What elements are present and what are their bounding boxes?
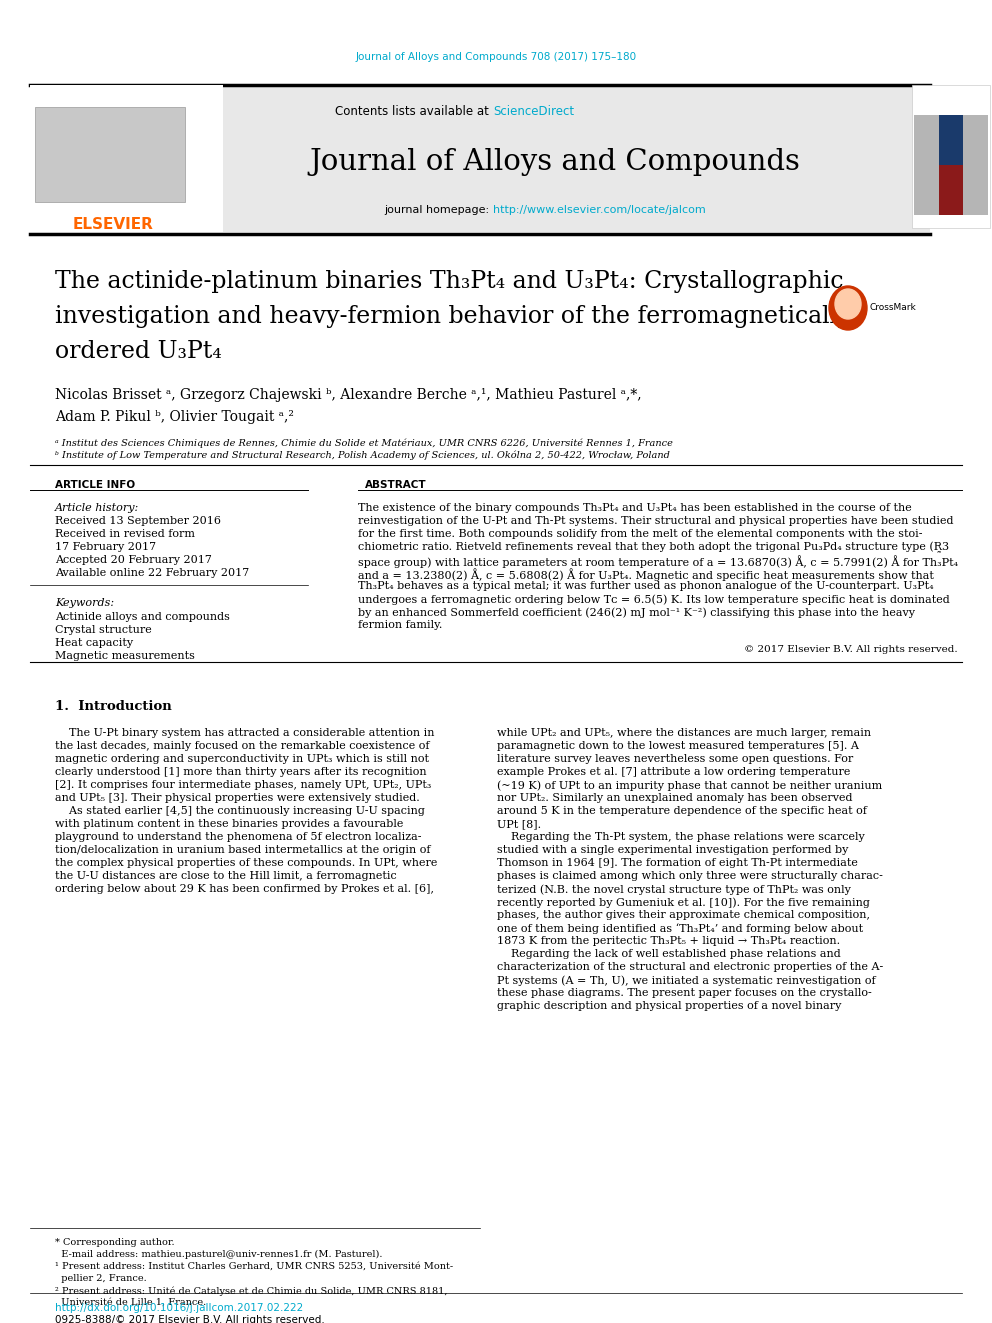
Text: Accepted 20 February 2017: Accepted 20 February 2017 [55,556,212,565]
Text: ᵃ Institut des Sciences Chimiques de Rennes, Chimie du Solide et Matériaux, UMR : ᵃ Institut des Sciences Chimiques de Ren… [55,438,673,447]
Text: Adam P. Pikul ᵇ, Olivier Tougait ᵃ,²: Adam P. Pikul ᵇ, Olivier Tougait ᵃ,² [55,410,294,423]
Text: journal homepage:: journal homepage: [384,205,493,216]
Text: tion/delocalization in uranium based intermetallics at the origin of: tion/delocalization in uranium based int… [55,845,431,855]
Text: ScienceDirect: ScienceDirect [493,105,574,118]
Text: The existence of the binary compounds Th₃Pt₄ and U₃Pt₄ has been established in t: The existence of the binary compounds Th… [358,503,912,513]
Text: phases, the author gives their approximate chemical composition,: phases, the author gives their approxima… [497,910,870,919]
Text: pellier 2, France.: pellier 2, France. [55,1274,147,1283]
Text: magnetic ordering and superconductivity in UPt₃ which is still not: magnetic ordering and superconductivity … [55,754,429,763]
Text: nor UPt₂. Similarly an unexplained anomaly has been observed: nor UPt₂. Similarly an unexplained anoma… [497,792,852,803]
FancyBboxPatch shape [939,165,963,216]
Text: Crystal structure: Crystal structure [55,624,152,635]
Text: and UPt₅ [3]. Their physical properties were extensively studied.: and UPt₅ [3]. Their physical properties … [55,792,420,803]
Text: literature survey leaves nevertheless some open questions. For: literature survey leaves nevertheless so… [497,754,853,763]
Text: graphic description and physical properties of a novel binary: graphic description and physical propert… [497,1002,841,1011]
Text: UPt [8].: UPt [8]. [497,819,541,830]
Text: Actinide alloys and compounds: Actinide alloys and compounds [55,613,230,622]
Text: E-mail address: mathieu.pasturel@univ-rennes1.fr (M. Pasturel).: E-mail address: mathieu.pasturel@univ-re… [55,1250,383,1259]
Text: recently reported by Gumeniuk et al. [10]). For the five remaining: recently reported by Gumeniuk et al. [10… [497,897,870,908]
Text: ABSTRACT: ABSTRACT [365,480,427,490]
FancyBboxPatch shape [30,85,223,232]
Text: reinvestigation of the U-Pt and Th-Pt systems. Their structural and physical pro: reinvestigation of the U-Pt and Th-Pt sy… [358,516,953,527]
Text: one of them being identified as ‘Th₃Pt₄’ and forming below about: one of them being identified as ‘Th₃Pt₄’… [497,923,863,934]
Text: Thomson in 1964 [9]. The formation of eight Th-Pt intermediate: Thomson in 1964 [9]. The formation of ei… [497,859,858,868]
Text: 0925-8388/© 2017 Elsevier B.V. All rights reserved.: 0925-8388/© 2017 Elsevier B.V. All right… [55,1315,324,1323]
Text: ordering below about 29 K has been confirmed by Prokes et al. [6],: ordering below about 29 K has been confi… [55,884,434,894]
Text: Article history:: Article history: [55,503,139,513]
Text: Université de Lille 1, France.: Université de Lille 1, France. [55,1298,206,1307]
Text: fermion family.: fermion family. [358,620,442,630]
Text: Available online 22 February 2017: Available online 22 February 2017 [55,568,249,578]
Text: 1.  Introduction: 1. Introduction [55,700,172,713]
Text: example Prokes et al. [7] attribute a low ordering temperature: example Prokes et al. [7] attribute a lo… [497,767,850,777]
Text: Journal of Alloys and Compounds: Journal of Alloys and Compounds [310,148,801,176]
Text: the last decades, mainly focused on the remarkable coexistence of: the last decades, mainly focused on the … [55,741,430,751]
Text: undergoes a ferromagnetic ordering below Tᴄ = 6.5(5) K. Its low temperature spec: undergoes a ferromagnetic ordering below… [358,594,949,605]
Text: ARTICLE INFO: ARTICLE INFO [55,480,135,490]
Text: Pt systems (A = Th, U), we initiated a systematic reinvestigation of: Pt systems (A = Th, U), we initiated a s… [497,975,876,986]
Text: playground to understand the phenomena of 5f electron localiza-: playground to understand the phenomena o… [55,832,422,841]
Text: * Corresponding author.: * Corresponding author. [55,1238,175,1248]
Text: ELSEVIER: ELSEVIER [72,217,154,232]
Text: space group) with lattice parameters at room temperature of a = 13.6870(3) Å, c : space group) with lattice parameters at … [358,556,958,568]
Ellipse shape [835,288,861,319]
Text: Received in revised form: Received in revised form [55,529,195,538]
Text: CrossMark: CrossMark [870,303,917,312]
Text: around 5 K in the temperature dependence of the specific heat of: around 5 K in the temperature dependence… [497,806,867,816]
Text: © 2017 Elsevier B.V. All rights reserved.: © 2017 Elsevier B.V. All rights reserved… [744,646,958,654]
Text: these phase diagrams. The present paper focuses on the crystallo-: these phase diagrams. The present paper … [497,988,872,998]
Text: ᵇ Institute of Low Temperature and Structural Research, Polish Academy of Scienc: ᵇ Institute of Low Temperature and Struc… [55,451,670,460]
Text: by an enhanced Sommerfeld coefficient (246(2) mJ mol⁻¹ K⁻²) classifying this pha: by an enhanced Sommerfeld coefficient (2… [358,607,915,618]
FancyBboxPatch shape [914,115,988,216]
Text: paramagnetic down to the lowest measured temperatures [5]. A: paramagnetic down to the lowest measured… [497,741,859,751]
Text: Received 13 September 2016: Received 13 September 2016 [55,516,221,527]
FancyBboxPatch shape [35,107,185,202]
Text: characterization of the structural and electronic properties of the A-: characterization of the structural and e… [497,962,883,972]
Text: investigation and heavy-fermion behavior of the ferromagnetically: investigation and heavy-fermion behavior… [55,306,850,328]
Text: ordered U₃Pt₄: ordered U₃Pt₄ [55,340,222,363]
Text: Heat capacity: Heat capacity [55,638,133,648]
FancyBboxPatch shape [30,85,930,232]
Text: for the first time. Both compounds solidify from the melt of the elemental compo: for the first time. Both compounds solid… [358,529,923,538]
Text: phases is claimed among which only three were structurally charac-: phases is claimed among which only three… [497,871,883,881]
Text: Journal of Alloys and Compounds 708 (2017) 175–180: Journal of Alloys and Compounds 708 (201… [355,52,637,62]
Text: the complex physical properties of these compounds. In UPt, where: the complex physical properties of these… [55,859,437,868]
Text: while UPt₂ and UPt₅, where the distances are much larger, remain: while UPt₂ and UPt₅, where the distances… [497,728,871,738]
Text: the U-U distances are close to the Hill limit, a ferromagnetic: the U-U distances are close to the Hill … [55,871,397,881]
Text: http://dx.doi.org/10.1016/j.jallcom.2017.02.222: http://dx.doi.org/10.1016/j.jallcom.2017… [55,1303,304,1312]
Text: ² Present address: Unité de Catalyse et de Chimie du Solide, UMR CNRS 8181,: ² Present address: Unité de Catalyse et … [55,1286,447,1295]
Text: Contents lists available at: Contents lists available at [335,105,493,118]
Text: chiometric ratio. Rietveld refinements reveal that they both adopt the trigonal : chiometric ratio. Rietveld refinements r… [358,542,949,553]
Ellipse shape [829,286,867,329]
Text: ¹ Present address: Institut Charles Gerhard, UMR CNRS 5253, Université Mont-: ¹ Present address: Institut Charles Gerh… [55,1262,453,1271]
Text: studied with a single experimental investigation performed by: studied with a single experimental inves… [497,845,848,855]
FancyBboxPatch shape [912,85,990,228]
Text: The actinide-platinum binaries Th₃Pt₄ and U₃Pt₄: Crystallographic: The actinide-platinum binaries Th₃Pt₄ an… [55,270,843,292]
Text: http://www.elsevier.com/locate/jalcom: http://www.elsevier.com/locate/jalcom [493,205,705,216]
Text: Th₃Pt₄ behaves as a typical metal; it was further used as phonon analogue of the: Th₃Pt₄ behaves as a typical metal; it wa… [358,581,933,591]
Text: The U-Pt binary system has attracted a considerable attention in: The U-Pt binary system has attracted a c… [55,728,434,738]
Text: 17 February 2017: 17 February 2017 [55,542,156,552]
Text: with platinum content in these binaries provides a favourable: with platinum content in these binaries … [55,819,404,830]
Text: Nicolas Brisset ᵃ, Grzegorz Chajewski ᵇ, Alexandre Berche ᵃ,¹, Mathieu Pasturel : Nicolas Brisset ᵃ, Grzegorz Chajewski ᵇ,… [55,388,642,402]
Text: Regarding the lack of well established phase relations and: Regarding the lack of well established p… [497,949,841,959]
Text: Regarding the Th-Pt system, the phase relations were scarcely: Regarding the Th-Pt system, the phase re… [497,832,865,841]
Text: [2]. It comprises four intermediate phases, namely UPt, UPt₂, UPt₃: [2]. It comprises four intermediate phas… [55,781,432,790]
Text: 1873 K from the peritectic Th₃Pt₅ + liquid → Th₃Pt₄ reaction.: 1873 K from the peritectic Th₃Pt₅ + liqu… [497,935,840,946]
Text: terized (N.B. the novel crystal structure type of ThPt₂ was only: terized (N.B. the novel crystal structur… [497,884,851,894]
Text: Keywords:: Keywords: [55,598,114,609]
FancyBboxPatch shape [939,115,963,165]
Text: clearly understood [1] more than thirty years after its recognition: clearly understood [1] more than thirty … [55,767,427,777]
Text: Magnetic measurements: Magnetic measurements [55,651,194,662]
Text: and a = 13.2380(2) Å, c = 5.6808(2) Å for U₃Pt₄. Magnetic and specific heat meas: and a = 13.2380(2) Å, c = 5.6808(2) Å fo… [358,568,933,581]
Text: As stated earlier [4,5] the continuously increasing U-U spacing: As stated earlier [4,5] the continuously… [55,806,425,816]
Text: (~19 K) of UPt to an impurity phase that cannot be neither uranium: (~19 K) of UPt to an impurity phase that… [497,781,882,791]
